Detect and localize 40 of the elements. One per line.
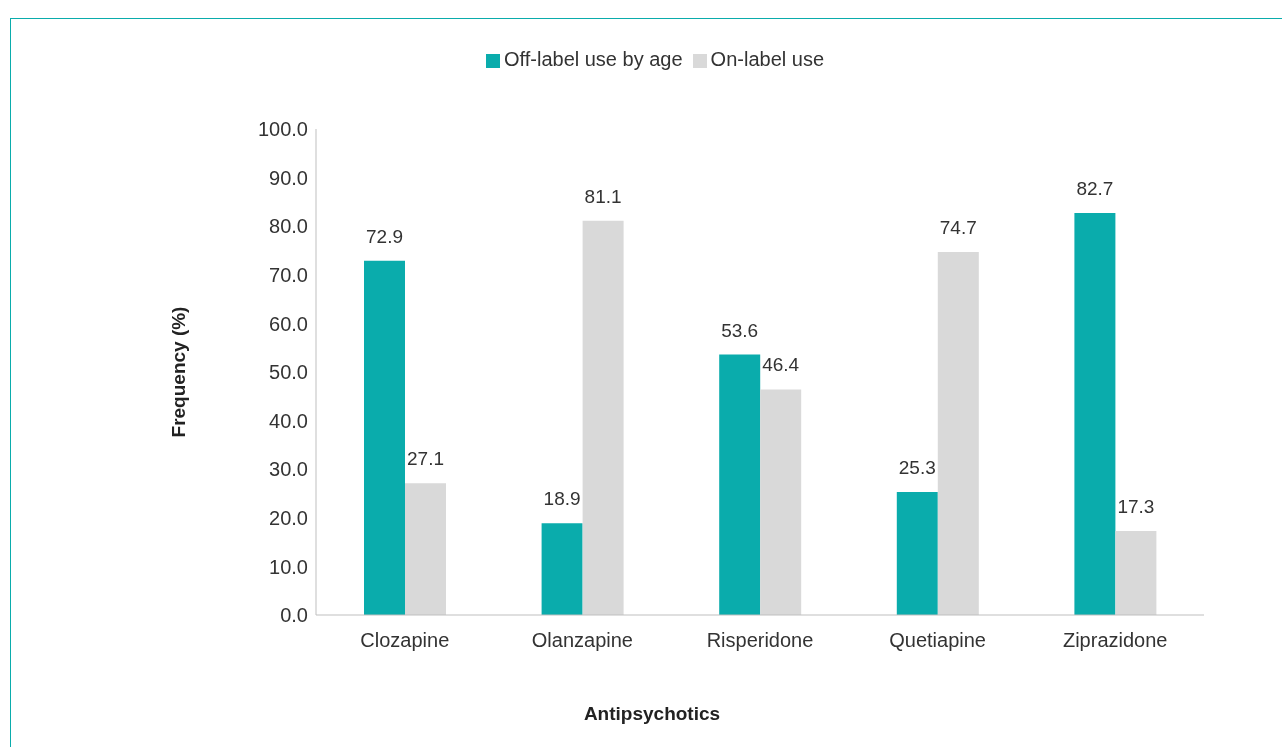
bar [582, 220, 624, 615]
y-tick-label: 80.0 [269, 215, 308, 238]
y-tick-label: 90.0 [269, 166, 308, 189]
data-label: 18.9 [543, 488, 581, 510]
legend-label: On-label use [710, 48, 825, 70]
y-tick-label: 0.0 [280, 604, 308, 627]
data-label: 82.7 [1076, 178, 1114, 200]
data-label: 27.1 [407, 448, 444, 470]
x-axis-title: Antipsychotics [583, 703, 721, 725]
data-label: 74.7 [939, 216, 977, 238]
y-tick-label: 40.0 [269, 409, 308, 432]
y-tick-label: 30.0 [269, 458, 308, 481]
data-label: 81.1 [584, 185, 622, 207]
data-label: 25.3 [898, 457, 936, 479]
bar [364, 260, 405, 615]
bar [541, 523, 583, 615]
data-label: 53.6 [721, 319, 759, 341]
y-tick-label: 70.0 [269, 263, 308, 286]
y-tick-label: 50.0 [269, 361, 308, 384]
x-tick-label: Ziprazidone [1062, 629, 1168, 652]
data-label: 72.9 [366, 225, 403, 247]
x-tick-label: Olanzapine [531, 629, 633, 652]
bar [896, 492, 938, 615]
y-axis-title: Frequency (%) [167, 306, 189, 438]
bar [760, 389, 802, 615]
bar [1115, 530, 1157, 615]
x-tick-label: Clozapine [360, 629, 450, 652]
x-tick-label: Quetiapine [889, 629, 986, 652]
x-tick-label: Risperidone [706, 629, 814, 652]
y-tick-label: 10.0 [269, 555, 308, 578]
bar [405, 483, 446, 615]
data-label: 17.3 [1117, 495, 1155, 517]
data-label: 46.4 [762, 354, 800, 376]
bar [719, 354, 761, 615]
y-tick-label: 60.0 [269, 312, 308, 335]
bar [1074, 213, 1116, 615]
legend-label: Off-label use by age [503, 48, 683, 70]
y-tick-label: 20.0 [269, 506, 308, 529]
bar [937, 251, 979, 615]
y-tick-label: 100.0 [257, 118, 308, 141]
